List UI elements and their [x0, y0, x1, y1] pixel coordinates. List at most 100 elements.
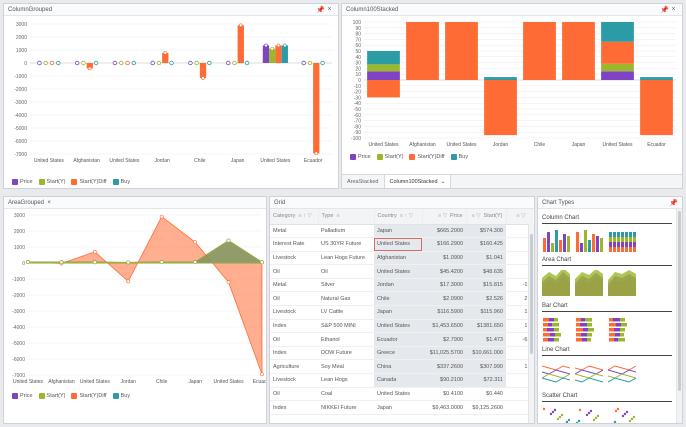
table-cell[interactable]: 1, — [506, 305, 532, 320]
table-cell[interactable]: Canada — [374, 373, 422, 388]
scrollbar-thumb[interactable] — [678, 211, 681, 391]
legend-item-start[interactable]: Start(Y) — [38, 393, 65, 399]
table-cell[interactable]: $0.440 — [466, 387, 506, 402]
table-cell[interactable]: -1, — [506, 278, 532, 293]
tab-area-stacked[interactable]: AreaStacked — [342, 175, 385, 188]
chart-type-thumbnail[interactable] — [575, 360, 603, 386]
table-row[interactable]: Metal Palladium Japan $665.2000 $574.300 — [270, 224, 532, 239]
chart-type-thumbnail[interactable] — [575, 270, 603, 296]
column-menu-icon[interactable]: ≡ ↑ ▽ — [399, 213, 414, 220]
table-cell[interactable]: $116.5900 — [422, 305, 466, 320]
column-header[interactable]: Category ≡ ↑ ▽ — [270, 209, 319, 225]
column-menu-icon[interactable]: ≡ ▽ — [438, 213, 447, 220]
table-cell[interactable]: $1381.650 — [466, 319, 506, 334]
table-cell[interactable]: $574.300 — [466, 224, 506, 239]
table-cell[interactable]: US 30YR Future — [318, 237, 374, 252]
pin-icon[interactable]: 📌 — [660, 6, 669, 14]
column-menu-icon[interactable]: ≡ ↑ ▽ — [298, 213, 312, 220]
table-cell[interactable]: $17.3000 — [422, 278, 466, 293]
column-header[interactable]: Type ≡ — [318, 209, 375, 225]
table-cell[interactable]: $2.0900 — [422, 291, 466, 307]
close-icon[interactable]: × — [327, 6, 332, 13]
table-cell[interactable]: Ethanol — [318, 332, 374, 347]
table-cell[interactable]: $48.635 — [466, 264, 506, 279]
table-cell[interactable]: $90.2100 — [422, 373, 466, 388]
table-cell[interactable]: Lean Hogs Future — [318, 251, 374, 266]
pin-icon[interactable]: 📌 — [669, 199, 678, 207]
table-cell[interactable]: $1.041 — [466, 251, 506, 266]
table-cell[interactable] — [506, 251, 532, 266]
chart-type-thumbnail[interactable] — [542, 270, 570, 296]
table-cell[interactable] — [506, 224, 532, 239]
table-row[interactable]: Metal Silver Jordan $17.3000 $15.815 -1, — [270, 278, 532, 293]
legend-item-start[interactable]: Start(Y) — [376, 154, 403, 160]
table-cell[interactable]: Metal — [270, 224, 318, 239]
table-cell[interactable]: Oil — [270, 264, 318, 279]
table-cell[interactable]: Index — [270, 319, 318, 334]
table-cell[interactable]: $307.990 — [466, 359, 506, 375]
table-cell[interactable]: Japan — [374, 305, 422, 320]
table-cell[interactable]: $1,453.6500 — [422, 319, 466, 334]
legend-item-startdiff[interactable]: Start(Y)Diff — [409, 154, 445, 160]
chart-type-thumbnail[interactable] — [542, 406, 570, 424]
table-row[interactable]: Oil Coal United States $0.4100 $0.440 — [270, 387, 532, 402]
chevron-down-icon[interactable]: ⌄ — [440, 178, 446, 185]
table-row[interactable]: Index DOW Future Greece $11,025.5700 $10,661… — [270, 346, 532, 361]
chart-type-thumbnail[interactable] — [575, 316, 603, 342]
table-cell[interactable]: Index — [270, 400, 318, 415]
table-cell[interactable]: $2.7900 — [422, 332, 466, 347]
table-cell[interactable]: China — [374, 359, 422, 375]
table-cell[interactable]: S&P 500 MINI — [318, 319, 374, 334]
table-cell[interactable]: Ecuador — [374, 332, 422, 347]
chart-type-thumbnail[interactable] — [608, 270, 636, 296]
chart-type-thumbnail[interactable] — [608, 360, 636, 386]
table-cell[interactable]: $15.815 — [466, 278, 506, 293]
table-cell[interactable]: Japan — [374, 224, 422, 239]
table-cell[interactable]: Metal — [270, 278, 318, 293]
table-cell[interactable]: United States — [374, 387, 422, 402]
table-cell[interactable]: $9,125.2600 — [466, 400, 506, 415]
table-cell[interactable]: $1.0900 — [422, 251, 466, 266]
table-cell[interactable] — [506, 237, 532, 252]
table-cell[interactable]: Natural Gas — [318, 291, 374, 307]
column-header[interactable]: Country ≡ ↑ ▽ — [374, 209, 423, 225]
table-cell[interactable]: Livestock — [270, 373, 318, 388]
table-cell[interactable]: $166.2900 — [422, 237, 466, 252]
table-cell[interactable]: Chile — [374, 291, 422, 307]
table-cell[interactable]: $115.960 — [466, 305, 506, 320]
legend-item-price[interactable]: Price — [350, 154, 371, 160]
legend-item-buy[interactable]: Buy — [450, 154, 468, 160]
table-row[interactable]: Oil Natural Gas Chile $2.0900 $2.526 2, — [270, 291, 532, 307]
table-row[interactable]: Livestock Lean Hogs Canada $90.2100 $72.311 — [270, 373, 532, 388]
column-menu-icon[interactable]: ≡ — [336, 213, 340, 220]
chart-type-thumbnail[interactable] — [608, 228, 636, 254]
table-cell[interactable]: Livestock — [270, 305, 318, 320]
column-header[interactable]: ≡ ▽ Price — [422, 209, 467, 225]
table-cell[interactable] — [506, 264, 532, 279]
table-cell[interactable]: United States — [374, 264, 422, 279]
table-cell[interactable]: Livestock — [270, 251, 318, 266]
pin-icon[interactable]: 📌 — [316, 6, 325, 14]
table-cell[interactable]: $11,025.5700 — [422, 346, 466, 361]
chart-type-thumbnail[interactable] — [608, 316, 636, 342]
table-cell[interactable]: -6, — [506, 332, 532, 347]
table-cell[interactable]: Oil — [270, 332, 318, 347]
table-cell[interactable]: Oil — [318, 264, 374, 279]
table-cell[interactable]: United States — [374, 319, 422, 334]
table-cell[interactable]: $2.526 — [466, 291, 506, 307]
table-cell[interactable]: Palladium — [318, 224, 374, 239]
table-cell[interactable]: Silver — [318, 278, 374, 293]
table-cell[interactable] — [506, 346, 532, 361]
table-row[interactable]: Oil Oil United States $45.4200 $48.635 — [270, 264, 532, 279]
chart-type-thumbnail[interactable] — [542, 316, 570, 342]
table-cell[interactable]: Agriculture — [270, 359, 318, 375]
table-cell[interactable]: $45.4200 — [422, 264, 466, 279]
table-cell[interactable]: $9,463.0000 — [422, 400, 466, 415]
legend-item-price[interactable]: Price — [12, 179, 33, 185]
table-cell[interactable]: DOW Future — [318, 346, 374, 361]
table-row[interactable]: Index NIKKEI Future Japan $9,463.0000 $9,125… — [270, 400, 532, 415]
legend-item-price[interactable]: Price — [12, 393, 33, 399]
table-cell[interactable]: Oil — [270, 291, 318, 307]
table-cell[interactable]: Japan — [374, 400, 422, 415]
scrollbar-thumb[interactable] — [530, 234, 533, 354]
